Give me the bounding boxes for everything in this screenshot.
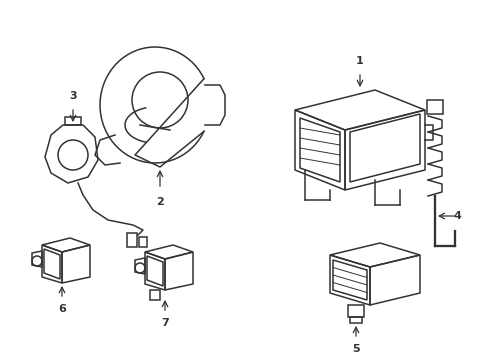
Text: 1: 1 [355,56,363,66]
Text: 7: 7 [161,318,168,328]
Text: 4: 4 [452,211,460,221]
Text: 5: 5 [351,343,359,354]
Text: 3: 3 [69,91,77,101]
Text: 6: 6 [58,303,66,314]
Text: 2: 2 [156,197,163,207]
